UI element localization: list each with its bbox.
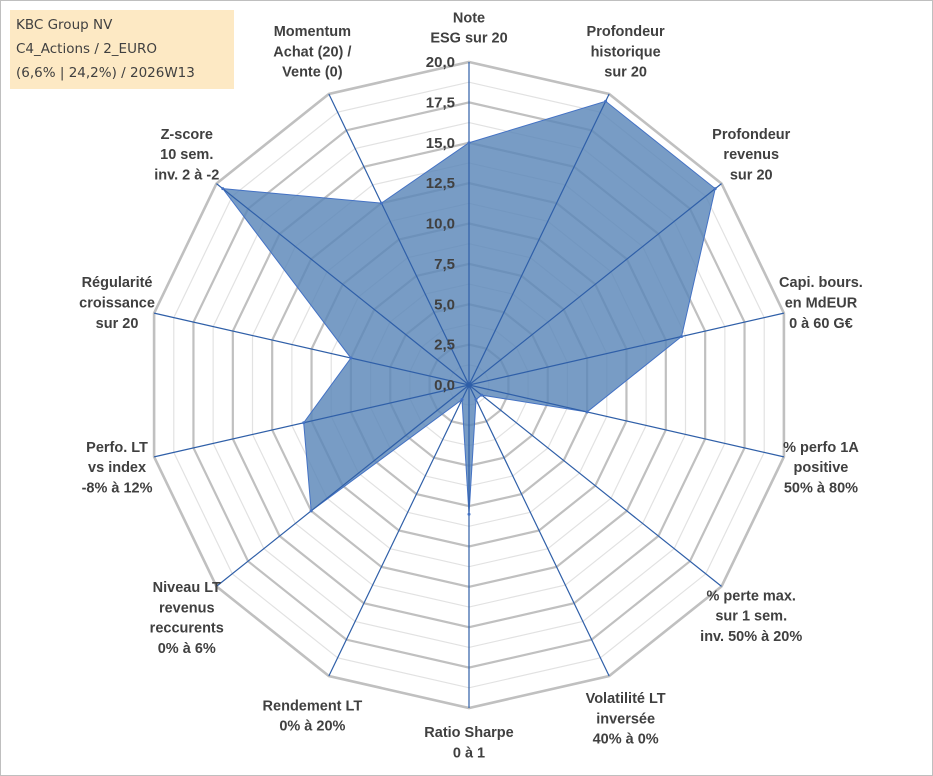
title-line-3: (6,6% | 24,2%) / 2026W13 [16,65,195,81]
tick-label: 0,0 [434,377,455,394]
axis-spoke [153,312,470,386]
axis-label-line: -8% à 12% [82,481,153,497]
axis-spoke [468,384,722,587]
axis-label-line: ESG sur 20 [430,31,507,47]
axis-label-line: Vente (0) [282,65,343,81]
axis-label-line: 0% à 6% [158,641,216,657]
axis-label: Profondeur revenus sur 20 [712,127,790,184]
data-point [480,393,484,397]
axis-label: Niveau LT revenus reccurents 0% à 6% [150,580,224,657]
axis-spoke [468,93,610,386]
data-point [460,398,464,402]
axis-label-line: Régularité [82,275,153,291]
axis-label-line: Achat (20) / [273,44,351,60]
axis-spoke [153,384,470,458]
axis-spoke [216,183,470,386]
tick-label: 12,5 [426,175,455,192]
axis-spoke [468,384,785,458]
axis-label-line: Profondeur [712,127,790,143]
data-point [474,398,478,402]
data-point [302,421,306,425]
axis-label-line: en MdEUR [785,295,858,311]
chart-title-box: KBC Group NV C4_Actions / 2_EURO (6,6% |… [10,10,234,89]
axis-label-line: Volatilité LT [586,691,666,707]
axis-label-line: Momentum [274,24,351,40]
data-point [604,99,608,103]
axis-label-line: Capi. bours. [779,275,863,291]
data-point [349,356,353,360]
axis-label-line: Profondeur [587,24,665,40]
axis-label: Z-score 10 sem. inv. 2 à -2 [154,127,219,184]
axis-label-line: 0 à 1 [453,745,485,761]
axis-label: Ratio Sharpe 0 à 1 [424,725,513,761]
data-point [467,512,471,516]
axis-spoke [468,312,785,386]
axis-label-line: 50% à 80% [784,481,858,497]
axis-label: Régularité croissance sur 20 [79,275,155,332]
tick-label: 5,0 [434,296,455,313]
tick-label: 10,0 [426,216,455,233]
axis-label: Rendement LT 0% à 20% [263,698,363,734]
axis-label-line: reccurents [150,621,224,637]
axis-label: Profondeur historique sur 20 [587,24,665,81]
axis-label-line: historique [591,44,661,60]
data-point [680,334,684,338]
axis-label-line: Z-score [161,127,213,143]
axis-spoke [328,384,470,677]
axis-label-line: revenus [723,147,779,163]
axis-label-line: positive [794,460,849,476]
axis-label: Note ESG sur 20 [430,10,507,46]
axis-label: Capi. bours. en MdEUR 0 à 60 G€ [779,275,863,332]
axis-label-line: Note [453,10,485,26]
axis-label-line: Perfo. LT [86,440,148,456]
axis-label-line: vs index [88,460,146,476]
tick-label: 7,5 [434,256,455,273]
axis-label-line: sur 20 [604,65,647,81]
data-point [379,201,383,205]
axis-label-line: revenus [159,600,215,616]
data-point [713,187,717,191]
axis-label: Perfo. LT vs index -8% à 12% [82,440,153,497]
title-line-2: C4_Actions / 2_EURO [16,41,157,57]
axis-label-line: 0 à 60 G€ [789,316,853,332]
axis-label-line: % perte max. [707,588,796,604]
axis-label: % perfo 1A positive 50% à 80% [783,440,859,497]
title-line-1: KBC Group NV [16,17,113,33]
data-point [221,187,225,191]
data-point [309,509,313,513]
axis-label-line: croissance [79,295,155,311]
axis-label-line: Ratio Sharpe [424,725,513,741]
axis-label-line: sur 20 [96,316,139,332]
axis-spoke [468,384,610,677]
tick-label: 20,0 [426,54,455,71]
axis-label-line: Rendement LT [263,698,363,714]
tick-label: 15,0 [426,135,455,152]
axis-spoke [468,183,722,386]
axis-label-line: inv. 50% à 20% [700,629,802,645]
axis-label-line: % perfo 1A [783,440,859,456]
axis-label-line: 10 sem. [160,147,213,163]
tick-label: 17,5 [426,94,455,111]
axis-label-line: Niveau LT [153,580,221,596]
tick-label: 2,5 [434,337,455,354]
axis-label-line: 0% à 20% [279,719,345,735]
axis-label: Momentum Achat (20) / Vente (0) [273,24,351,81]
axis-label-line: inv. 2 à -2 [154,167,219,183]
axis-spoke [328,93,470,386]
axis-spoke [216,384,470,587]
axis-label: % perte max. sur 1 sem. inv. 50% à 20% [700,588,802,645]
data-point [585,410,589,414]
axis-label-line: sur 1 sem. [715,609,787,625]
axis-label-line: 40% à 0% [593,732,659,748]
axis-label-line: sur 20 [730,167,773,183]
axis-label: Volatilité LT inversée 40% à 0% [586,691,666,748]
axis-label-line: inversée [596,711,655,727]
data-point [467,141,471,145]
